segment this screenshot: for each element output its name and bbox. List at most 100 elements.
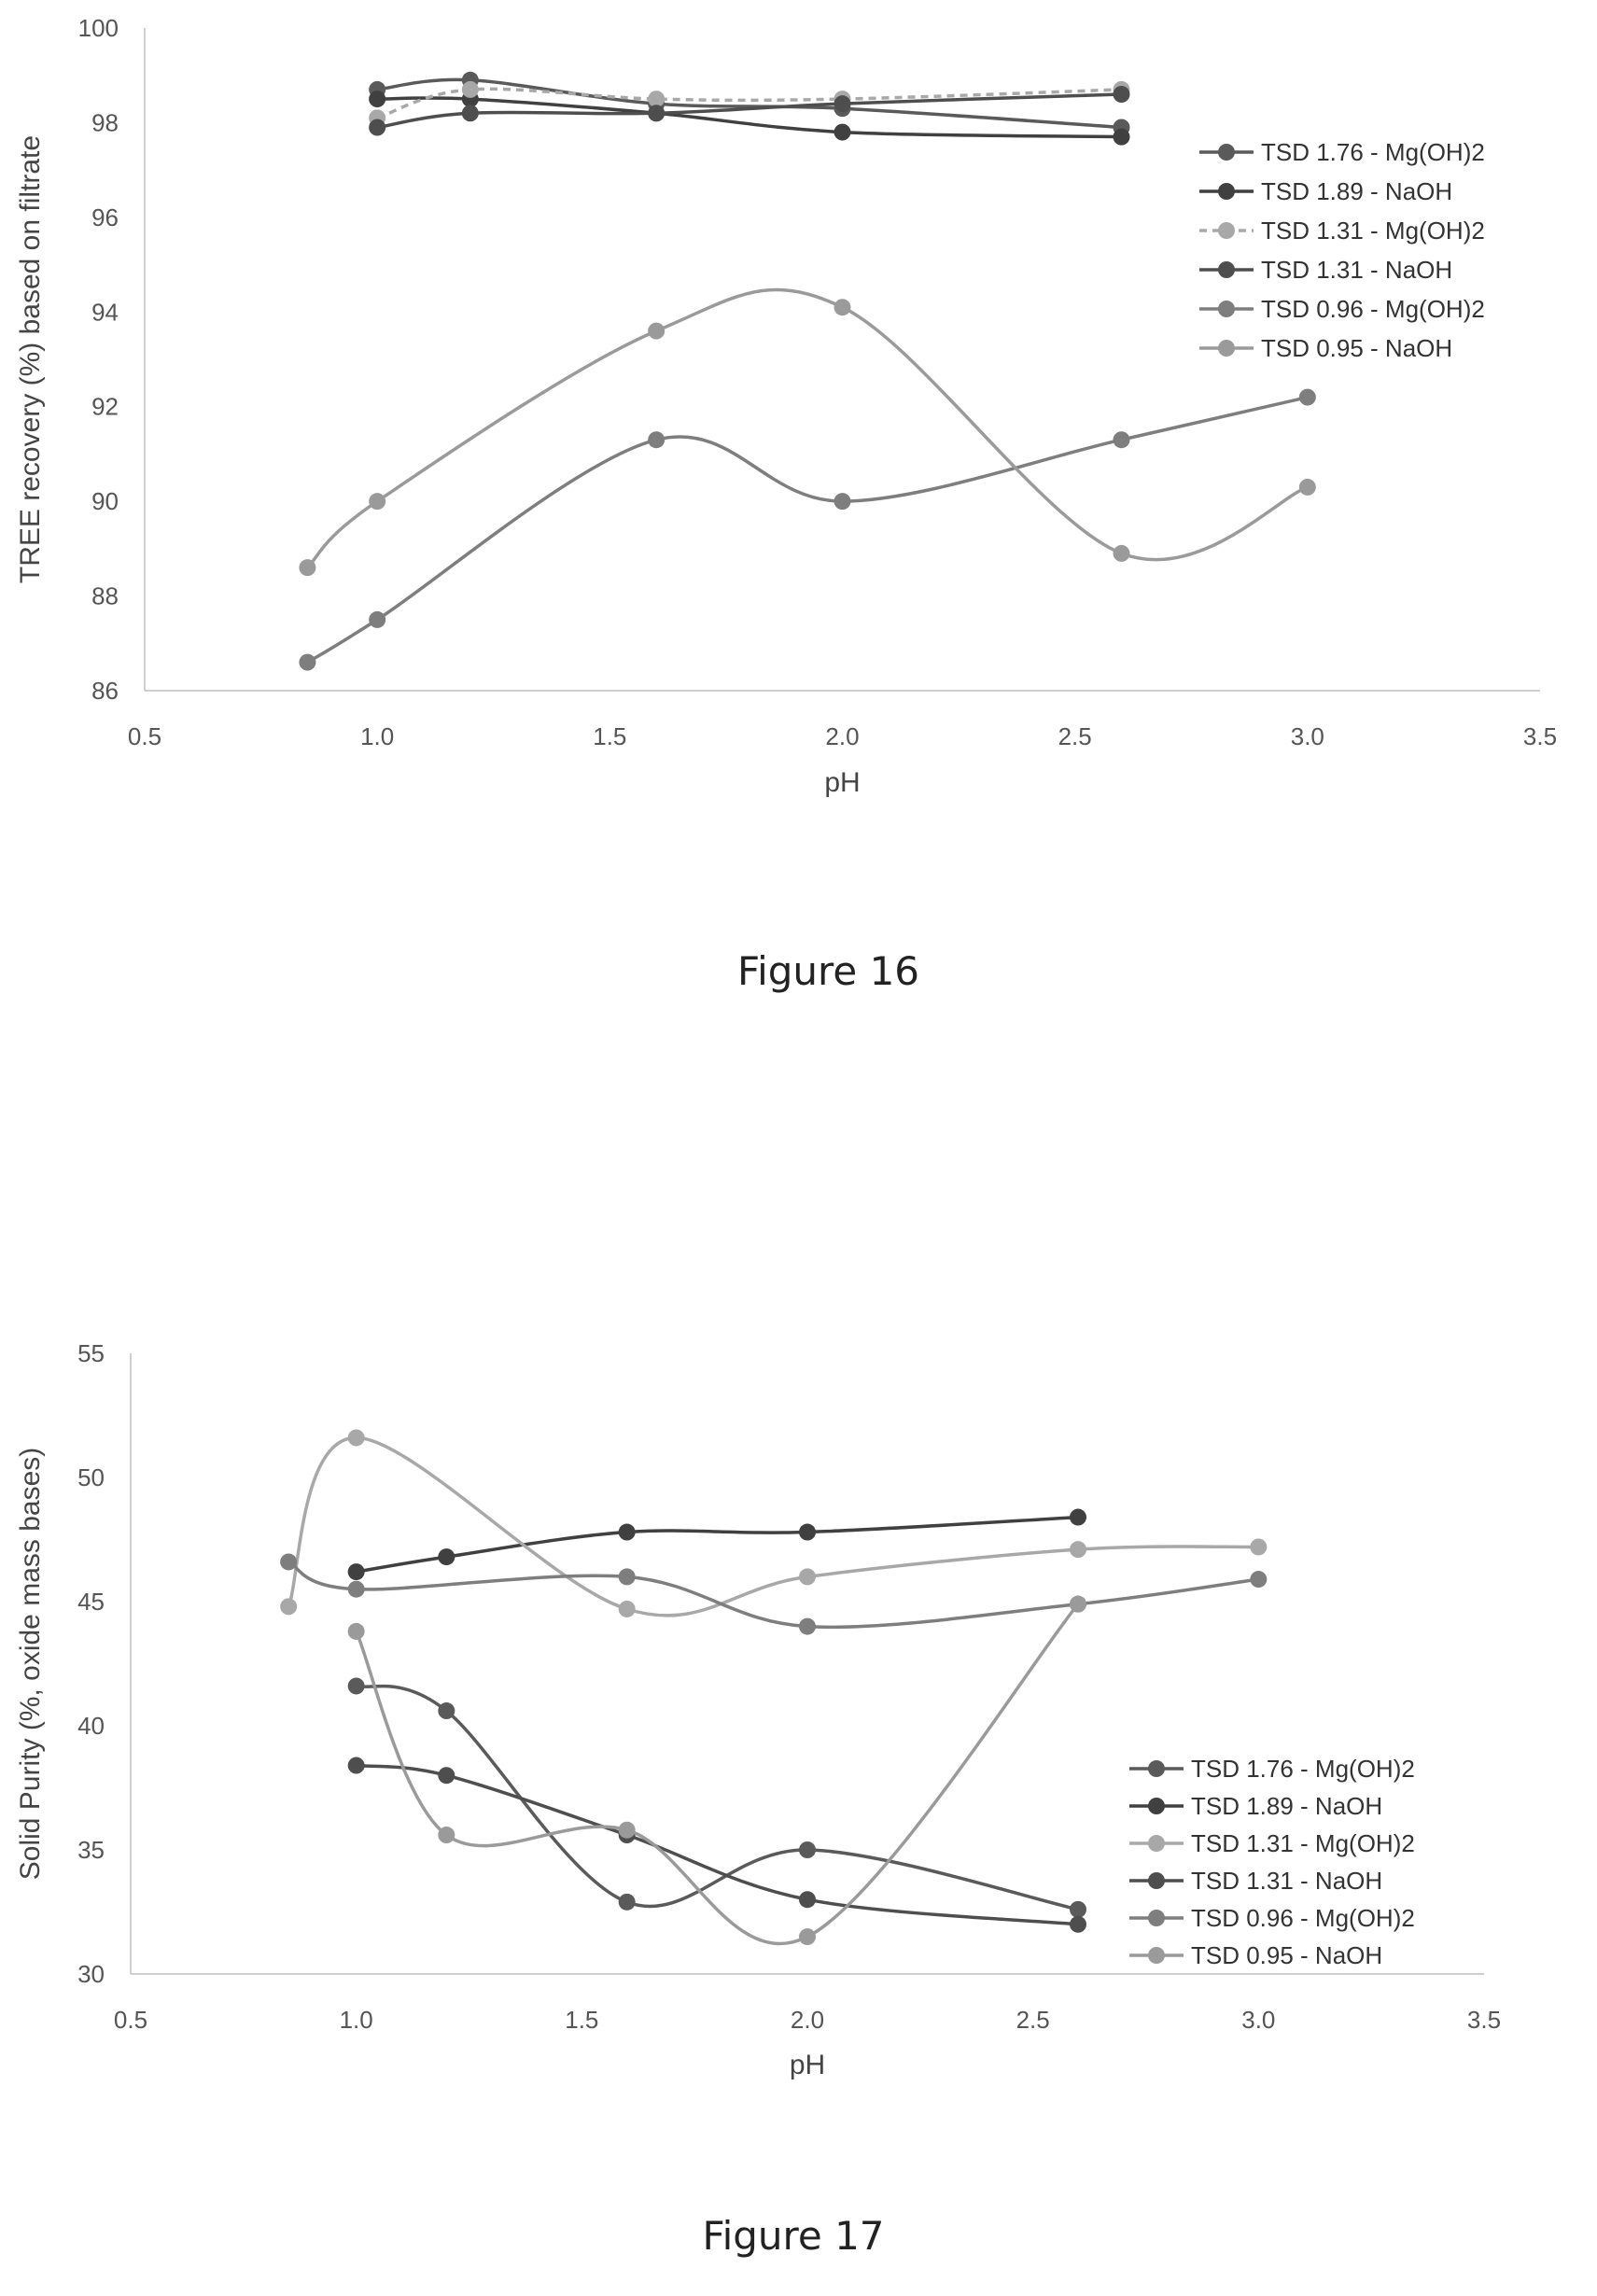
- data-point: [1113, 86, 1130, 103]
- data-point: [438, 1827, 455, 1844]
- data-point: [347, 1563, 365, 1581]
- y-axis-label: Solid Purity (%, oxide mass bases): [15, 1448, 46, 1881]
- legend-item: TSD 0.95 - NaOH: [1199, 334, 1452, 362]
- legend-item: TSD 1.89 - NaOH: [1129, 1792, 1382, 1820]
- legend-marker: [1148, 1910, 1165, 1926]
- legend-item: TSD 0.95 - NaOH: [1129, 1941, 1382, 1969]
- series-5: [299, 287, 1316, 577]
- legend-label: TSD 1.31 - Mg(OH)2: [1191, 1829, 1415, 1857]
- data-point: [1298, 478, 1316, 496]
- series-line: [306, 287, 1309, 569]
- y-tick-label: 94: [91, 298, 119, 326]
- legend-item: TSD 0.96 - Mg(OH)2: [1129, 1904, 1415, 1932]
- legend-marker: [1218, 301, 1235, 317]
- data-point: [799, 1617, 816, 1635]
- x-tick-label: 1.0: [360, 722, 394, 750]
- figure-caption: Figure 17: [702, 2213, 884, 2259]
- data-point: [648, 431, 665, 449]
- series-3: [369, 86, 1130, 136]
- data-point: [799, 1568, 816, 1586]
- legend-item: TSD 1.31 - NaOH: [1199, 256, 1452, 284]
- y-tick-label: 50: [77, 1463, 105, 1491]
- x-tick-label: 1.0: [340, 2006, 373, 2034]
- data-point: [834, 95, 851, 113]
- data-point: [834, 299, 851, 316]
- data-point: [834, 493, 851, 511]
- data-point: [1070, 1508, 1086, 1526]
- data-point: [369, 119, 386, 136]
- x-tick-label: 1.5: [593, 722, 626, 750]
- legend-marker: [1218, 183, 1235, 200]
- data-point: [1070, 1915, 1086, 1933]
- x-tick-label: 2.5: [1016, 2006, 1050, 2034]
- legend-label: TSD 0.96 - Mg(OH)2: [1191, 1904, 1415, 1932]
- y-tick-label: 96: [91, 203, 119, 231]
- legend-item: TSD 1.31 - NaOH: [1129, 1867, 1382, 1895]
- data-point: [834, 123, 851, 141]
- figure-17-chart: 0.5 1.0 1.5 2.0 2.5 3.0 3.5 30 35 40 45 50 55 pH Solid…: [15, 1339, 1501, 2259]
- data-point: [799, 1523, 816, 1541]
- data-point: [1250, 1571, 1268, 1589]
- data-point: [799, 1891, 816, 1909]
- legend-marker: [1148, 1947, 1165, 1964]
- x-axis-label: pH: [790, 2050, 825, 2080]
- y-tick-label: 90: [91, 487, 119, 515]
- legend-label: TSD 1.89 - NaOH: [1261, 177, 1452, 205]
- x-tick-label: 2.5: [1058, 722, 1092, 750]
- series-1: [347, 1508, 1086, 1581]
- legend-item: TSD 1.76 - Mg(OH)2: [1199, 138, 1485, 166]
- y-tick-label: 100: [78, 14, 119, 42]
- y-tick-label: 35: [77, 1836, 105, 1864]
- data-point: [799, 1841, 816, 1858]
- data-point: [618, 1600, 636, 1617]
- series-line: [377, 96, 1122, 139]
- legend-marker: [1218, 222, 1235, 239]
- data-point: [1113, 128, 1130, 146]
- legend-label: TSD 1.76 - Mg(OH)2: [1261, 138, 1485, 166]
- y-tick-label: 92: [91, 393, 119, 421]
- legend-marker: [1148, 1760, 1165, 1777]
- data-point: [347, 1677, 365, 1695]
- data-point: [438, 1548, 455, 1566]
- data-point: [1070, 1541, 1086, 1559]
- figure-16-chart: 0.5 1.0 1.5 2.0 2.5 3.0 3.5 86 88 90 92 94 96 98 100 pH…: [15, 14, 1557, 994]
- series-line: [356, 1515, 1079, 1574]
- series-4: [280, 1553, 1268, 1635]
- x-tick-label: 3.0: [1241, 2006, 1275, 2034]
- x-tick-label: 0.5: [114, 2006, 147, 2034]
- data-point: [280, 1598, 298, 1616]
- data-point: [1113, 431, 1130, 449]
- series-line: [306, 395, 1309, 665]
- data-point: [648, 91, 665, 108]
- data-point: [618, 1821, 636, 1839]
- data-point: [1113, 544, 1130, 562]
- x-tick-label: 2.0: [791, 2006, 824, 2034]
- data-point: [618, 1893, 636, 1911]
- data-point: [1250, 1538, 1268, 1556]
- data-point: [648, 105, 665, 122]
- data-point: [299, 653, 316, 671]
- legend-label: TSD 0.96 - Mg(OH)2: [1261, 295, 1485, 323]
- figure-caption: Figure 16: [737, 948, 919, 994]
- data-point: [369, 610, 386, 628]
- series-line: [376, 87, 1122, 120]
- legend-item: TSD 1.31 - Mg(OH)2: [1129, 1829, 1415, 1857]
- data-point: [799, 1928, 816, 1946]
- data-point: [347, 1580, 365, 1598]
- data-point: [438, 1767, 455, 1785]
- y-tick-label: 30: [77, 1960, 105, 1988]
- series-line: [376, 92, 1122, 130]
- data-point: [369, 493, 386, 511]
- series-line: [355, 1603, 1080, 1946]
- x-tick-label: 1.5: [565, 2006, 598, 2034]
- y-tick-label: 45: [77, 1588, 105, 1616]
- x-axis-label: pH: [824, 767, 860, 798]
- legend-label: TSD 1.76 - Mg(OH)2: [1191, 1755, 1415, 1783]
- data-point: [618, 1523, 636, 1541]
- series-4: [299, 388, 1316, 671]
- legend-marker: [1148, 1872, 1165, 1889]
- legend-label: TSD 1.31 - NaOH: [1191, 1867, 1382, 1895]
- series-5: [347, 1595, 1086, 1946]
- data-point: [1070, 1900, 1086, 1918]
